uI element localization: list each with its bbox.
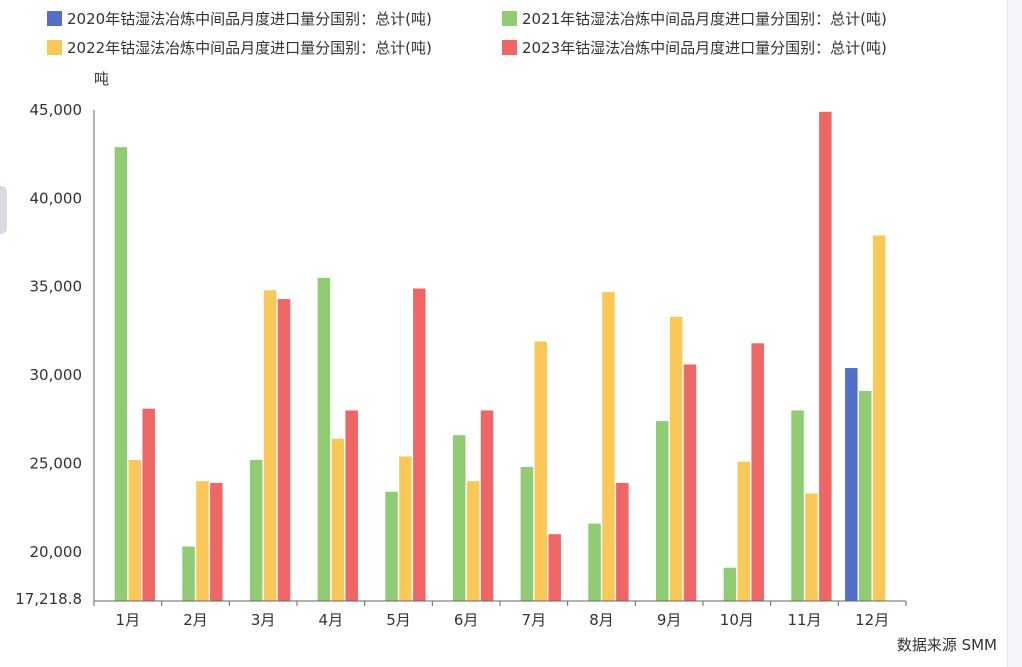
y-tick-label: 40,000 (30, 189, 83, 207)
bar-2023-1[interactable] (142, 408, 155, 601)
bar-2022-5[interactable] (399, 456, 412, 601)
x-tick-label: 4月 (319, 611, 344, 629)
bar-2022-2[interactable] (196, 481, 209, 601)
bar-2023-9[interactable] (683, 364, 697, 602)
bar-2021-2[interactable] (182, 546, 195, 601)
bar-2021-9[interactable] (655, 421, 669, 601)
bar-2023-2[interactable] (210, 482, 223, 601)
legend-swatch[interactable] (47, 11, 62, 26)
bar-2023-8[interactable] (616, 482, 629, 601)
bar-2021-8[interactable] (588, 523, 601, 601)
x-tick-label: 12月 (855, 611, 889, 629)
x-tick-label: 1月 (116, 611, 141, 629)
bar-2021-3[interactable] (249, 459, 263, 601)
legend-label[interactable]: 2020年钴湿法冶炼中间品月度进口量分国别：总计(吨) (67, 10, 432, 28)
bar-2022-12[interactable] (872, 235, 886, 602)
bar-2022-3[interactable] (263, 290, 277, 601)
bar-2021-1[interactable] (114, 147, 128, 601)
bar-2021-4[interactable] (317, 277, 331, 601)
side-panel-handle[interactable] (0, 186, 7, 234)
bar-2023-11[interactable] (819, 111, 832, 602)
y-tick-label: 35,000 (30, 278, 83, 296)
x-tick-label: 9月 (657, 611, 682, 629)
x-tick-label: 8月 (589, 611, 614, 629)
bar-2021-5[interactable] (385, 491, 398, 601)
y-tick-label: 17,218.8 (15, 590, 82, 608)
y-axis-unit-label: 吨 (94, 70, 109, 88)
bar-2022-1[interactable] (128, 459, 142, 601)
legend-label[interactable]: 2023年钴湿法冶炼中间品月度进口量分国别：总计(吨) (522, 39, 887, 57)
x-tick-label: 6月 (454, 611, 479, 629)
legend: 2020年钴湿法冶炼中间品月度进口量分国别：总计(吨) 2021年钴湿法冶炼中间品… (47, 10, 887, 57)
x-tick-label: 3月 (251, 611, 276, 629)
bar-2022-8[interactable] (602, 292, 615, 601)
bar-2022-6[interactable] (466, 481, 480, 601)
x-tick-label: 11月 (787, 611, 821, 629)
legend-swatch[interactable] (502, 11, 517, 26)
bar-2023-4[interactable] (345, 410, 358, 601)
bar-2021-12[interactable] (858, 391, 872, 601)
legend-swatch[interactable] (47, 40, 62, 55)
bar-2020-12[interactable] (845, 368, 858, 601)
y-tick-label: 20,000 (30, 543, 83, 561)
x-tick-label: 2月 (183, 611, 208, 629)
y-tick-label: 30,000 (30, 366, 83, 384)
bar-2021-7[interactable] (520, 467, 534, 601)
bar-2021-10[interactable] (723, 567, 737, 601)
x-tick-label: 7月 (522, 611, 547, 629)
bar-2021-11[interactable] (791, 410, 804, 601)
legend-label[interactable]: 2022年钴湿法冶炼中间品月度进口量分国别：总计(吨) (67, 39, 432, 57)
bar-2022-7[interactable] (534, 341, 548, 601)
bar-2022-4[interactable] (331, 438, 345, 601)
bar-2023-5[interactable] (413, 288, 426, 601)
y-tick-label: 25,000 (30, 454, 83, 472)
legend-label[interactable]: 2021年钴湿法冶炼中间品月度进口量分国别：总计(吨) (522, 10, 887, 28)
bar-2022-11[interactable] (805, 493, 818, 601)
y-tick-label: 45,000 (30, 101, 83, 119)
right-scroll-strip (1007, 0, 1022, 667)
x-axis-ticks: 1月 2月 3月 4月 5月 6月 7月 8月 9月 10月 11月 12月 (93, 601, 907, 629)
bar-2023-7[interactable] (548, 534, 561, 601)
y-axis-ticks: 45,000 40,000 35,000 30,000 25,000 20,000 17,2… (15, 101, 82, 608)
bar-2022-10[interactable] (737, 461, 751, 601)
bar-2022-9[interactable] (669, 316, 683, 601)
legend-swatch[interactable] (502, 40, 517, 55)
bar-2023-3[interactable] (277, 299, 291, 601)
data-source-label: 数据来源 SMM (897, 636, 997, 654)
x-tick-label: 10月 (720, 611, 754, 629)
bars (114, 111, 886, 602)
x-tick-label: 5月 (386, 611, 411, 629)
bar-2023-10[interactable] (751, 343, 764, 601)
bar-2021-6[interactable] (452, 435, 466, 601)
bar-2023-6[interactable] (480, 410, 494, 601)
